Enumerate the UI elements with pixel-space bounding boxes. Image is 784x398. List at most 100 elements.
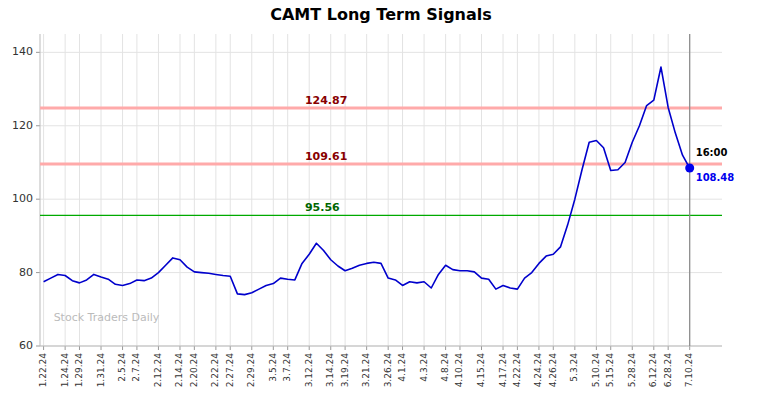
tick-label: 4.15.24: [476, 353, 486, 388]
price-line: [44, 67, 690, 295]
chart: CAMT Long Term Signals60801001201401.22.…: [0, 0, 784, 398]
last-value-label: 108.48: [696, 172, 735, 183]
watermark: Stock Traders Daily: [54, 311, 160, 324]
tick: [330, 346, 331, 350]
grid: [40, 34, 722, 346]
tick-label: 1.29.24: [74, 353, 84, 388]
grid-line: [194, 34, 195, 346]
grid-line: [40, 199, 722, 200]
grid-line: [43, 34, 44, 346]
tick-label: 3.7.24: [282, 353, 292, 382]
tick: [136, 346, 137, 350]
tick: [65, 346, 66, 350]
grid-line: [668, 34, 669, 346]
tick-label: 2.29.24: [246, 353, 256, 388]
tick-label: 4.10.24: [454, 353, 464, 388]
grid-line: [101, 34, 102, 346]
tick-label: 80: [19, 266, 33, 279]
grid-line: [287, 34, 288, 346]
tick-label: 3.12.24: [304, 353, 314, 388]
tick: [574, 346, 575, 350]
y-axis-line: [40, 34, 41, 346]
tick: [345, 346, 346, 350]
grid-line: [330, 34, 331, 346]
tick: [553, 346, 554, 350]
tick-label: 5.3.24: [569, 353, 579, 382]
tick-label: 4.8.24: [440, 353, 450, 382]
reference-line: [40, 106, 722, 109]
grid-line: [230, 34, 231, 346]
title: CAMT Long Term Signals: [270, 5, 492, 24]
last-time-label: 16:00: [696, 147, 728, 158]
tick-label: 4.1.24: [397, 353, 407, 382]
grid-line: [251, 34, 252, 346]
tick: [445, 346, 446, 350]
axes: 60801001201401.22.241.24.241.29.241.31.2…: [12, 34, 722, 387]
grid-line: [388, 34, 389, 346]
grid-line: [689, 34, 690, 346]
grid-line: [122, 34, 123, 346]
grid-line: [632, 34, 633, 346]
grid-line: [574, 34, 575, 346]
plot-area: [40, 34, 722, 346]
tick: [632, 346, 633, 350]
tick: [653, 346, 654, 350]
tick-label: 3.21.24: [361, 353, 371, 388]
grid-line: [459, 34, 460, 346]
tick: [388, 346, 389, 350]
tick: [402, 346, 403, 350]
last-point-line: [689, 34, 690, 346]
grid-line: [65, 34, 66, 346]
grid-line: [40, 52, 722, 53]
tick: [503, 346, 504, 350]
reference-label: 124.87: [305, 94, 347, 107]
tick-label: 120: [12, 119, 33, 132]
tick-label: 4.26.24: [548, 353, 558, 388]
tick-label: 4.3.24: [419, 353, 429, 382]
tick: [101, 346, 102, 350]
grid-line: [345, 34, 346, 346]
tick: [36, 272, 40, 273]
tick: [689, 346, 690, 350]
tick-label: 6.12.24: [648, 353, 658, 388]
reference-line: [40, 215, 722, 216]
tick: [43, 346, 44, 350]
grid-line: [273, 34, 274, 346]
grid-line: [553, 34, 554, 346]
tick: [424, 346, 425, 350]
grid-line: [538, 34, 539, 346]
tick: [287, 346, 288, 350]
tick-label: 3.14.24: [325, 353, 335, 388]
tick: [366, 346, 367, 350]
tick-label: 4.24.24: [533, 353, 543, 388]
tick: [596, 346, 597, 350]
grid-line: [158, 34, 159, 346]
tick: [36, 199, 40, 200]
x-axis-line: [40, 346, 722, 347]
tick: [273, 346, 274, 350]
grid-line: [40, 125, 722, 126]
tick: [251, 346, 252, 350]
tick-label: 2.22.24: [210, 353, 220, 388]
tick: [459, 346, 460, 350]
tick-label: 1.31.24: [96, 353, 106, 388]
tick: [158, 346, 159, 350]
grid-line: [40, 346, 722, 347]
tick-label: 2.20.24: [189, 353, 199, 388]
grid-line: [136, 34, 137, 346]
tick-label: 140: [12, 45, 33, 58]
tick-label: 2.14.24: [174, 353, 184, 388]
tick: [36, 52, 40, 53]
grid-line: [481, 34, 482, 346]
tick: [610, 346, 611, 350]
tick-label: 6.28.24: [663, 353, 673, 388]
grid-line: [179, 34, 180, 346]
tick-label: 2.12.24: [153, 353, 163, 388]
grid-line: [366, 34, 367, 346]
tick-label: 2.27.24: [225, 353, 235, 388]
grid-line: [445, 34, 446, 346]
grid-line: [610, 34, 611, 346]
tick: [36, 346, 40, 347]
reference-label: 109.61: [305, 150, 347, 163]
tick-label: 5.28.24: [627, 353, 637, 388]
